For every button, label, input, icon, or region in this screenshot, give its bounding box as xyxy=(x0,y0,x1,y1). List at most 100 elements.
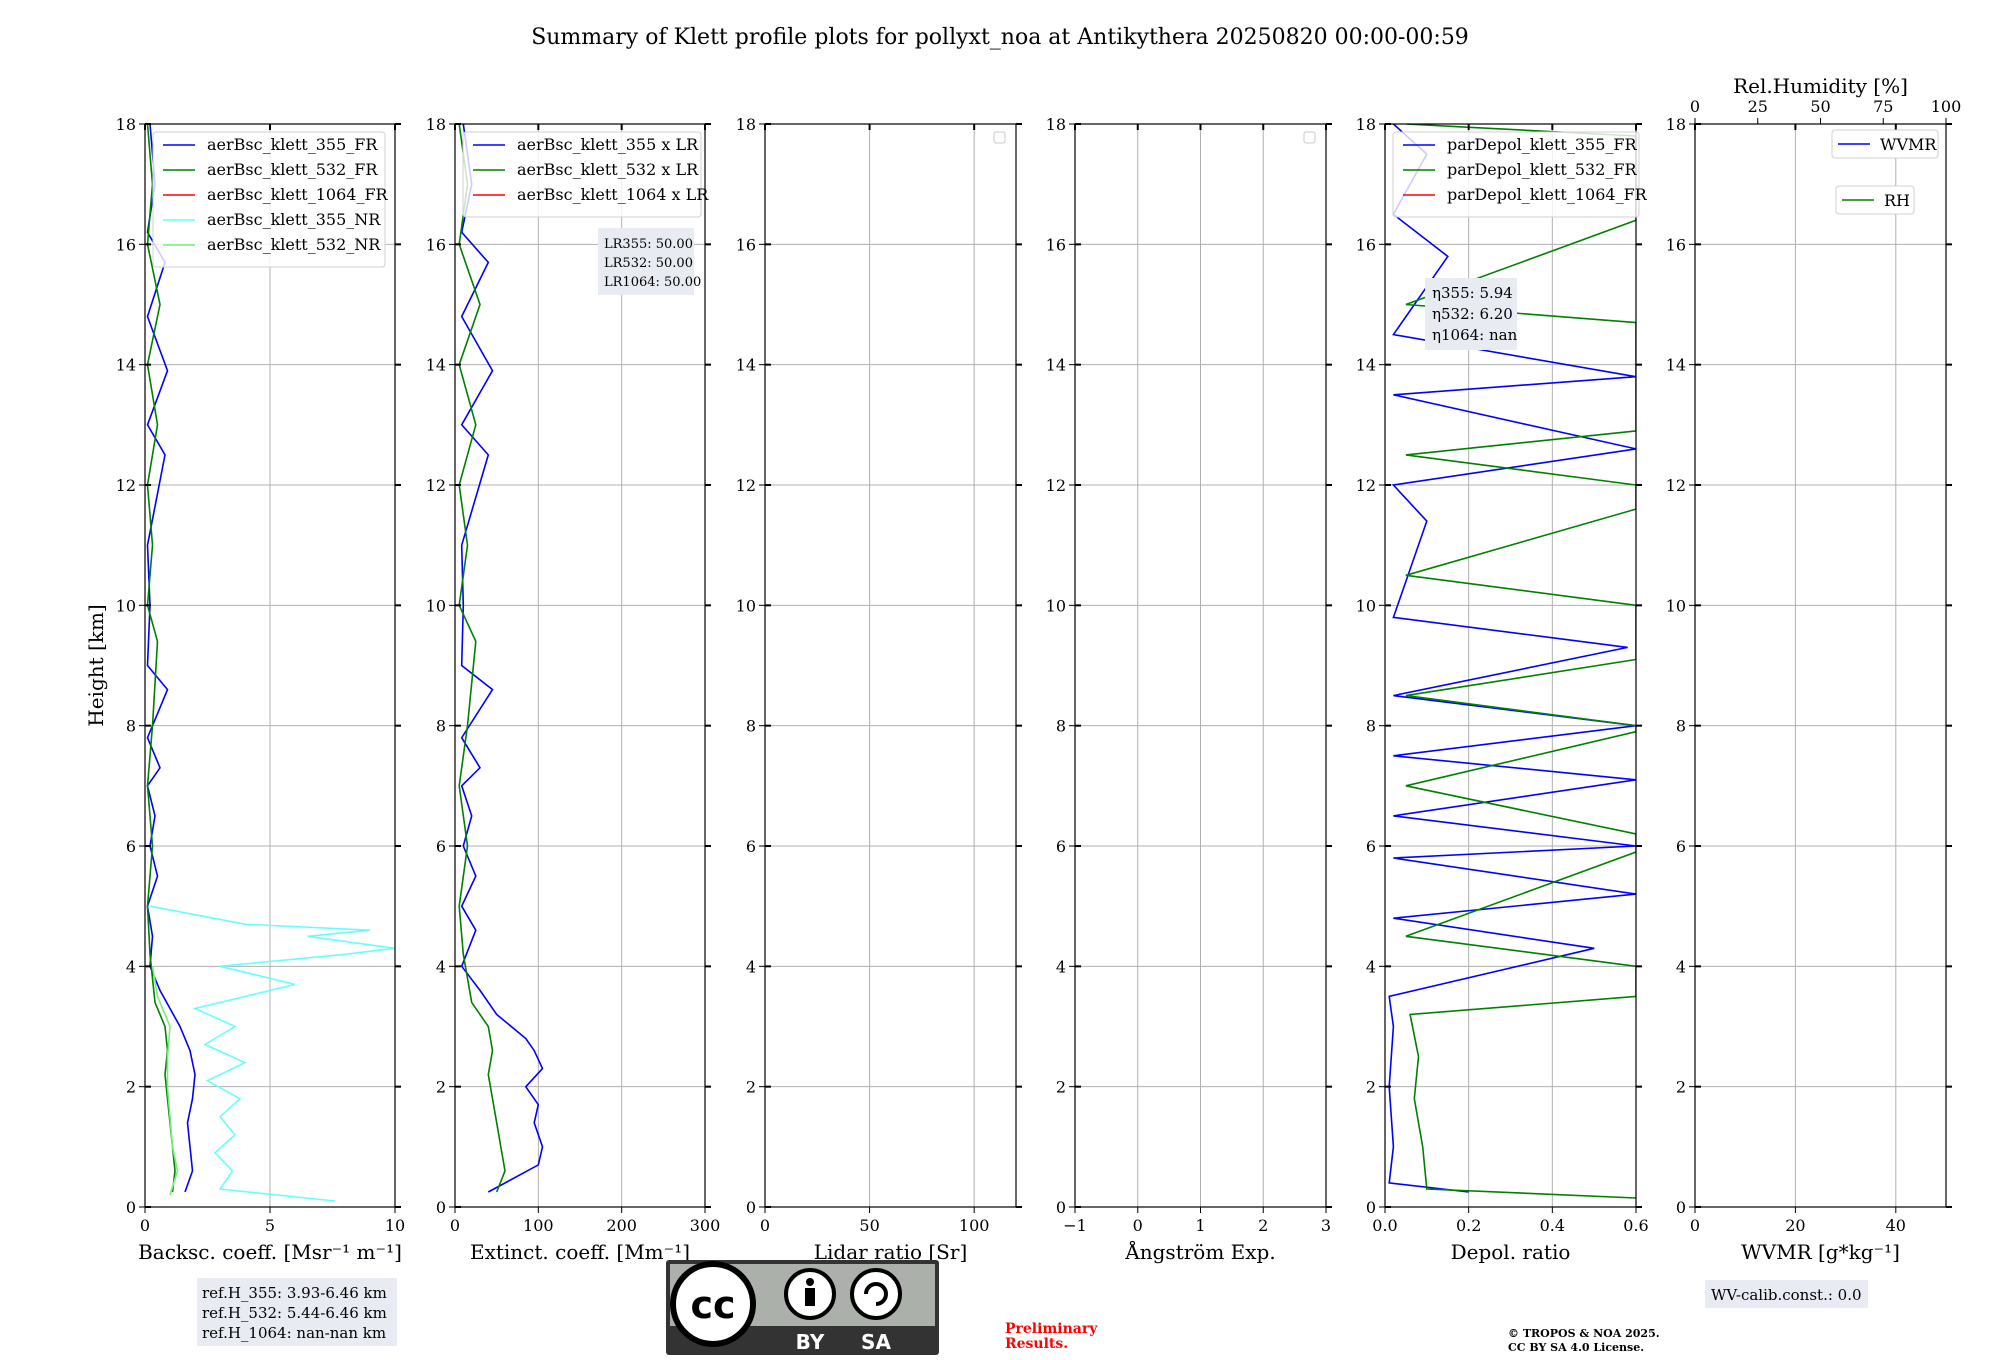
series-line-aerBsc_klett_355 x LR xyxy=(460,124,544,1193)
y-tick-label: 18 xyxy=(1666,115,1686,134)
y-tick-label: 4 xyxy=(1056,957,1066,976)
y-tick-label: 10 xyxy=(1046,596,1066,615)
y-tick-label: 8 xyxy=(126,717,136,736)
x-tick-label: 0 xyxy=(450,1216,460,1235)
y-tick-label: 16 xyxy=(1046,235,1066,254)
legend-entry: parDepol_klett_532_FR xyxy=(1447,160,1638,179)
legend-box xyxy=(152,131,386,268)
legend-entry: parDepol_klett_1064_FR xyxy=(1447,185,1648,204)
y-tick-label: 2 xyxy=(1056,1078,1066,1097)
lr-annotation: LR1064: 50.00 xyxy=(604,275,701,290)
series-line-aerBsc_klett_355_FR xyxy=(146,124,196,1193)
y-tick-label: 2 xyxy=(1676,1078,1686,1097)
y-tick-label: 4 xyxy=(126,957,136,976)
reference-heights-box: ref.H_355: 3.93-6.46 km ref.H_532: 5.44-… xyxy=(197,1278,397,1346)
y-tick-label: 18 xyxy=(736,115,756,134)
copyright-line-1: © TROPOS & NOA 2025. xyxy=(1508,1327,1660,1340)
y-tick-label: 8 xyxy=(1366,717,1376,736)
eta-annotation: η1064: nan xyxy=(1432,326,1518,344)
x-tick-label: 0.6 xyxy=(1623,1216,1648,1235)
cc-license-badge: cc BY SA xyxy=(666,1260,939,1355)
series-line-parDepol_klett_355_FR xyxy=(1388,124,1636,1193)
empty-legend xyxy=(993,131,1006,144)
empty-legend xyxy=(1303,131,1316,144)
panel-depolarization: 0 2 4 6 8 10 12 14 16 18 0.0 0.2 0.4 0.6 Depol. ratio p… xyxy=(1356,115,1649,1264)
ref-h-532: ref.H_532: 5.44-6.46 km xyxy=(202,1304,387,1322)
wv-calib-text: WV-calib.const.: 0.0 xyxy=(1711,1286,1862,1304)
plot-frame xyxy=(1694,123,1947,1208)
x-tick-label: 0.2 xyxy=(1456,1216,1481,1235)
legend-entry: WVMR xyxy=(1880,135,1937,154)
y-tick-label: 18 xyxy=(1046,115,1066,134)
panel-backscatter: 0 2 4 6 8 10 12 14 16 18 0 5 10 Backsc. coeff. [Msr⁻¹… xyxy=(84,115,405,1264)
y-tick-label: 10 xyxy=(1356,596,1376,615)
y-tick-label: 8 xyxy=(746,717,756,736)
y-tick-label: 10 xyxy=(736,596,756,615)
top-x-tick-label: 75 xyxy=(1873,97,1893,116)
lr-annotation: LR532: 50.00 xyxy=(604,256,693,271)
y-tick-label: 10 xyxy=(426,596,446,615)
series-line-aerBsc_klett_532_FR xyxy=(146,124,176,1193)
x-tick-label: −1 xyxy=(1063,1216,1087,1235)
x-axis-label: WVMR [g*kg⁻¹] xyxy=(1741,1240,1900,1264)
wv-calib-box: WV-calib.const.: 0.0 xyxy=(1705,1280,1868,1308)
x-tick-label: 50 xyxy=(859,1216,879,1235)
y-tick-label: 18 xyxy=(1356,115,1376,134)
top-x-tick-label: 100 xyxy=(1931,97,1962,116)
legend-entry: aerBsc_klett_1064_FR xyxy=(207,185,389,204)
y-tick-label: 12 xyxy=(116,476,136,495)
x-axis-label: Depol. ratio xyxy=(1451,1240,1571,1264)
legend-entry: aerBsc_klett_1064 x LR xyxy=(517,185,709,204)
ref-h-1064: ref.H_1064: nan-nan km xyxy=(202,1324,386,1342)
series-line-aerBsc_klett_532_NR xyxy=(151,966,179,1196)
y-tick-label: 0 xyxy=(1366,1198,1376,1217)
y-tick-label: 14 xyxy=(736,356,756,375)
legend-box xyxy=(1831,129,1939,159)
x-tick-label: 0 xyxy=(760,1216,770,1235)
y-tick-label: 2 xyxy=(126,1078,136,1097)
y-tick-label: 14 xyxy=(116,356,136,375)
y-tick-label: 4 xyxy=(436,957,446,976)
x-tick-label: 5 xyxy=(265,1216,275,1235)
legend-box xyxy=(462,131,702,218)
lr-annotation: LR355: 50.00 xyxy=(604,237,693,252)
legend-entry: parDepol_klett_355_FR xyxy=(1447,135,1638,154)
eta-annotation: η355: 5.94 xyxy=(1432,284,1513,302)
by-label: BY xyxy=(796,1330,825,1354)
y-tick-label: 6 xyxy=(1056,837,1066,856)
y-tick-label: 14 xyxy=(1666,356,1686,375)
y-tick-label: 16 xyxy=(426,235,446,254)
legend-entry: aerBsc_klett_532 x LR xyxy=(517,160,699,179)
x-tick-label: 300 xyxy=(690,1216,721,1235)
figure-title: Summary of Klett profile plots for polly… xyxy=(531,25,1469,50)
lr-box xyxy=(598,228,694,295)
preliminary-line-1: Preliminary xyxy=(1005,1321,1098,1337)
y-tick-label: 14 xyxy=(1356,356,1376,375)
sa-share-icon xyxy=(850,1268,902,1320)
y-tick-label: 14 xyxy=(426,356,446,375)
y-tick-label: 6 xyxy=(1366,837,1376,856)
y-tick-label: 16 xyxy=(736,235,756,254)
plot-frame xyxy=(764,123,1017,1208)
y-axis-label: Height [km] xyxy=(84,604,108,726)
eta-box xyxy=(1425,278,1517,350)
legend-box xyxy=(1835,185,1915,215)
y-tick-label: 10 xyxy=(1666,596,1686,615)
y-tick-label: 12 xyxy=(1046,476,1066,495)
y-tick-label: 16 xyxy=(1356,235,1376,254)
y-tick-label: 2 xyxy=(746,1078,756,1097)
x-tick-label: 20 xyxy=(1785,1216,1805,1235)
x-tick-label: 0 xyxy=(140,1216,150,1235)
cc-label: cc xyxy=(690,1283,735,1327)
x-tick-label: 100 xyxy=(959,1216,990,1235)
legend-entry: RH xyxy=(1884,191,1910,210)
y-tick-label: 2 xyxy=(1366,1078,1376,1097)
x-tick-label: 0.4 xyxy=(1540,1216,1565,1235)
copyright-note: © TROPOS & NOA 2025. CC BY SA 4.0 Licens… xyxy=(1508,1327,1660,1354)
legend-box xyxy=(1392,131,1640,218)
series-line-aerBsc_klett_532 x LR xyxy=(458,124,506,1193)
y-tick-label: 2 xyxy=(436,1078,446,1097)
y-tick-label: 16 xyxy=(116,235,136,254)
